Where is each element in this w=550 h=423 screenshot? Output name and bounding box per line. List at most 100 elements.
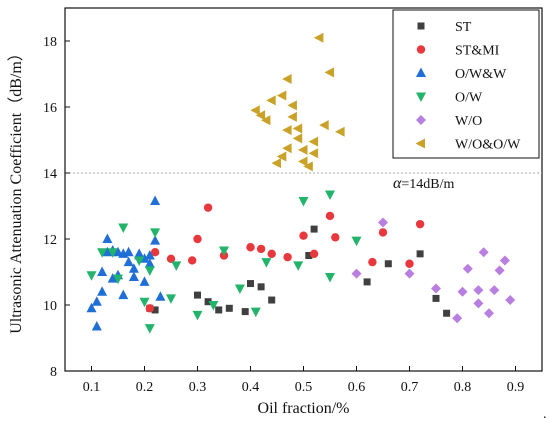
data-point [293, 261, 304, 271]
data-point [305, 252, 313, 259]
data-point [256, 244, 266, 254]
x-tick-label: 0.5 [295, 380, 313, 395]
legend-marker [416, 92, 426, 102]
data-point [193, 234, 202, 244]
data-point [267, 249, 276, 259]
data-point [283, 252, 292, 262]
data-point [489, 285, 500, 296]
data-point [246, 243, 255, 252]
data-point [150, 235, 161, 245]
data-point [166, 294, 176, 304]
legend-label: O/W&W [455, 67, 507, 82]
data-point [310, 225, 318, 233]
data-point [298, 156, 308, 167]
data-point [113, 274, 123, 285]
data-point [443, 309, 451, 317]
data-point [107, 273, 118, 283]
data-point [241, 308, 249, 316]
data-point [234, 284, 245, 294]
data-point [219, 246, 229, 257]
data-point [107, 248, 118, 258]
legend-marker [416, 45, 426, 54]
y-tick-label: 10 [43, 299, 57, 314]
data-point [91, 296, 102, 306]
trailing-period: . [543, 407, 547, 422]
x-tick-label: 0.7 [401, 380, 419, 395]
data-point [351, 236, 362, 247]
data-point [292, 123, 303, 134]
legend-marker [415, 138, 425, 149]
data-point [260, 115, 271, 126]
data-point [215, 306, 223, 314]
data-point [292, 133, 303, 144]
legend-marker [416, 115, 426, 125]
data-point [203, 203, 213, 212]
data-point [378, 217, 388, 228]
data-point [268, 296, 276, 304]
data-point [118, 289, 129, 300]
data-point [145, 304, 154, 313]
data-point [134, 256, 145, 266]
data-point [128, 271, 139, 281]
data-point [335, 126, 345, 137]
data-point [363, 278, 371, 286]
data-point [192, 310, 203, 321]
data-point [462, 263, 473, 274]
data-point [325, 211, 335, 221]
data-point [144, 266, 155, 276]
series-o-w [86, 190, 362, 334]
legend-label: O/W [455, 91, 483, 106]
data-point [97, 286, 108, 296]
data-point [325, 190, 335, 200]
data-point [287, 100, 297, 111]
legend-label: W/O [455, 114, 482, 129]
axis-ticks: 0.1 0.2 0.3 0.4 0.5 0.6 0.7 0.8 0.9 8 10 12 14 16 18 [43, 35, 524, 395]
legend: ST ST&MI O/W&W O/W W/O W/O&O/W [392, 9, 540, 159]
data-point [384, 260, 392, 268]
data-point [271, 158, 281, 169]
data-point [415, 219, 425, 229]
data-point [298, 197, 309, 207]
data-point [171, 261, 182, 271]
x-tick-label: 0.9 [507, 380, 525, 395]
data-point [97, 248, 108, 258]
data-point [144, 250, 155, 260]
y-tick-label: 14 [43, 167, 57, 182]
x-tick-label: 0.6 [348, 380, 366, 395]
data-point [324, 67, 334, 78]
x-tick-label: 0.8 [454, 380, 472, 395]
legend-label: W/O&O/W [455, 138, 521, 153]
data-point [457, 286, 468, 297]
data-point [494, 265, 505, 276]
data-point [431, 283, 441, 294]
x-tick-label: 0.4 [242, 380, 260, 395]
data-point [123, 256, 134, 267]
data-point [473, 285, 484, 296]
legend-label: ST&MI [455, 44, 500, 59]
data-point [319, 120, 329, 131]
x-axis-title: Oil fraction/% [258, 400, 350, 417]
legend-label: ST [455, 20, 472, 35]
x-tick-label: 0.1 [83, 380, 101, 395]
data-point [378, 228, 388, 237]
series-st [146, 225, 451, 317]
data-point [325, 272, 335, 283]
series-w-o [351, 217, 516, 324]
data-point [128, 263, 139, 273]
data-point [166, 254, 176, 263]
data-point [351, 268, 362, 279]
data-point [261, 258, 272, 268]
series-w-o-o-w [250, 32, 345, 172]
data-point [257, 283, 265, 291]
data-point [247, 280, 254, 288]
data-point [144, 324, 155, 334]
y-tick-label: 16 [43, 101, 57, 116]
data-point [225, 304, 233, 312]
data-point [255, 110, 266, 121]
data-point [309, 249, 319, 259]
data-point [150, 228, 161, 238]
y-tick-label: 12 [43, 233, 57, 248]
data-point [204, 298, 212, 306]
legend-marker [416, 67, 426, 77]
